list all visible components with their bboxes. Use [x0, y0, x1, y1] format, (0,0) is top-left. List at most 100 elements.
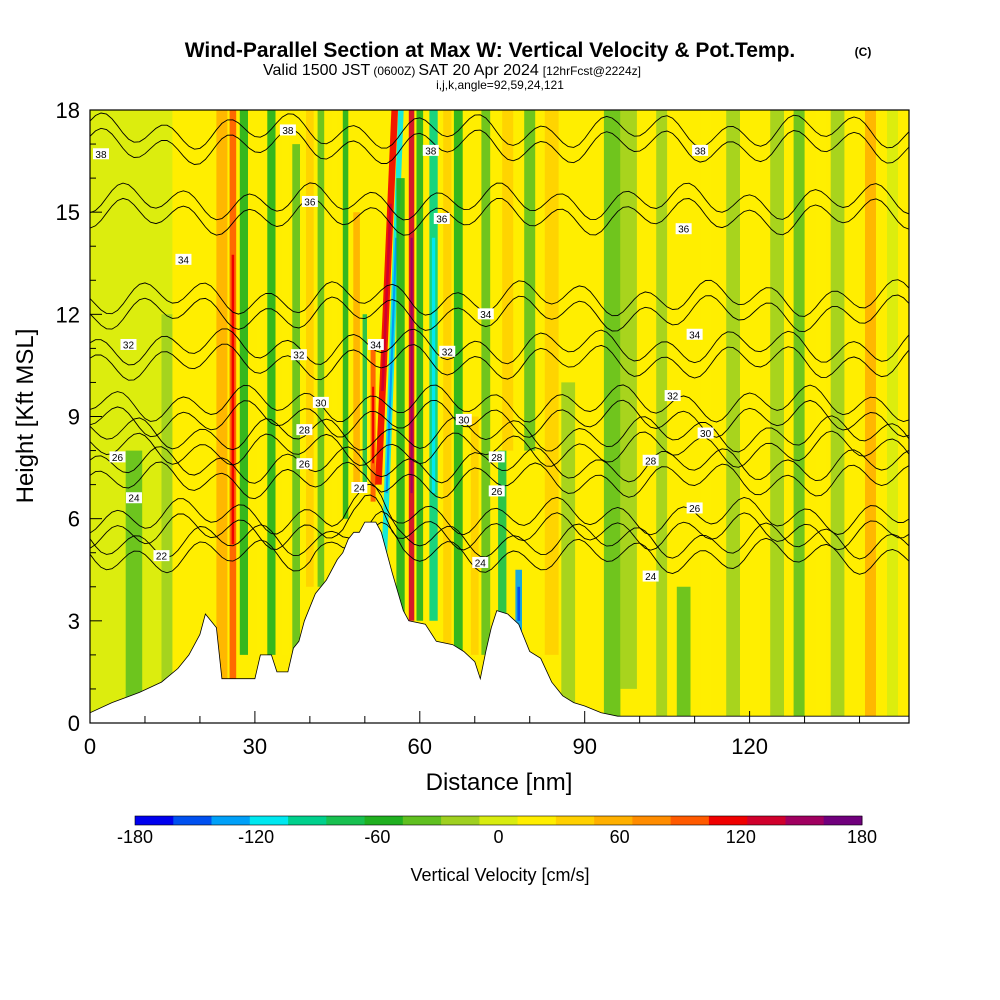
- contour-label-bg-3: [472, 556, 489, 568]
- velocity-band-23: [443, 110, 452, 655]
- velocity-band-42: [793, 110, 805, 717]
- velocity-core-16: [372, 386, 375, 464]
- theta-contour-7: [90, 415, 909, 453]
- theta-contour-15: [90, 182, 909, 221]
- colorbar-swatch-5: [326, 816, 366, 825]
- velocity-band-31: [544, 110, 559, 655]
- velocity-band-21: [416, 110, 424, 621]
- theta-contour-4: [90, 461, 909, 500]
- y-tick-label-0: 0: [68, 711, 80, 736]
- colorbar-swatch-17: [785, 816, 825, 825]
- contour-label-bg-6: [296, 458, 313, 470]
- velocity-core-22: [431, 237, 436, 494]
- colorbar-swatch-1: [173, 816, 213, 825]
- y-axis: 0 3 6 9 12 15 18: [56, 98, 102, 736]
- velocity-band-12: [331, 110, 338, 553]
- grid-indices-text: i,j,k,angle=92,59,24,121: [436, 78, 564, 92]
- contour-label-bg-27: [279, 124, 296, 136]
- velocity-band-19: [396, 178, 405, 621]
- contour-label-28: 38: [425, 146, 437, 157]
- velocity-band-29: [502, 110, 514, 451]
- contour-label-20: 34: [370, 340, 382, 351]
- y-tick-label-5: 15: [56, 200, 80, 225]
- velocity-band-5: [239, 110, 248, 655]
- contour-label-5: 26: [112, 453, 124, 464]
- velocity-band-33: [603, 110, 621, 717]
- velocity-band-24: [453, 110, 463, 655]
- contour-label-bg-13: [455, 413, 472, 425]
- velocity-band-7: [267, 110, 276, 655]
- theta-contour-1: [90, 510, 909, 560]
- colorbar-swatch-15: [708, 816, 748, 825]
- colorbar-tick-1: -120: [238, 827, 274, 847]
- colorbar-tick-6: 180: [847, 827, 877, 847]
- y-tick-label-3: 9: [68, 405, 80, 430]
- colorbar-tick-5: 120: [726, 827, 756, 847]
- contour-label-17: 32: [442, 347, 454, 358]
- theta-contour-9: [90, 384, 909, 423]
- velocity-band-9: [292, 144, 300, 655]
- contour-label-bg-11: [642, 454, 659, 466]
- contour-label-bg-19: [175, 253, 192, 265]
- contour-label-bg-2: [351, 482, 368, 494]
- colorbar: -180 -120 -60 0 60 120 180: [117, 815, 877, 847]
- contour-label-3: 24: [475, 558, 487, 569]
- colorbar-tick-4: 60: [610, 827, 630, 847]
- plot-area: 22 24 24 24 24 26 26 26 26 28 28 28 30 30 30 32 32 32 32 34…: [90, 110, 909, 723]
- contour-label-bg-26: [92, 148, 109, 160]
- contour-label-bg-4: [642, 570, 659, 582]
- velocity-band-13: [342, 110, 349, 519]
- valid-time-text: Valid 1500 JST (0600Z) SAT 20 Apr 2024 [12h…: [263, 62, 641, 79]
- contour-label-19: 34: [178, 255, 190, 266]
- theta-contours: [90, 112, 909, 575]
- x-axis-label: Distance [nm]: [426, 769, 573, 796]
- contour-label-bg-9: [296, 424, 313, 436]
- velocity-band-8: [281, 110, 289, 655]
- theta-contour-14: [90, 197, 909, 236]
- contour-label-bg-14: [697, 427, 714, 439]
- contour-label-26: 38: [95, 150, 107, 161]
- x-tick-label-1: 30: [243, 734, 267, 759]
- colorbar-tick-0: -180: [117, 827, 153, 847]
- contour-label-24: 36: [436, 214, 448, 225]
- contour-label-bg-1: [125, 492, 142, 504]
- forecast-label: [12hrFcst@2224z]: [543, 64, 641, 78]
- contour-label-10: 28: [491, 453, 503, 464]
- contour-label-6: 26: [299, 460, 311, 471]
- velocity-band-35: [639, 110, 651, 717]
- chart-title: Wind-Parallel Section at Max W: Vertical…: [185, 39, 796, 62]
- velocity-band-34: [620, 110, 637, 689]
- contour-label-bg-18: [664, 390, 681, 402]
- theta-contour-11: [90, 328, 909, 366]
- contour-label-29: 38: [695, 146, 707, 157]
- colorbar-swatch-8: [441, 816, 480, 825]
- y-tick-label-2: 6: [68, 507, 80, 532]
- colorbar-swatch-18: [823, 816, 863, 825]
- velocity-band-32: [561, 382, 576, 723]
- velocity-band-36: [656, 110, 668, 717]
- colorbar-tick-3: 0: [493, 827, 503, 847]
- contour-label-bg-12: [312, 396, 329, 408]
- terrain-mask: [90, 521, 909, 723]
- theta-contour-6: [90, 430, 909, 468]
- contour-label-bg-17: [439, 345, 456, 357]
- velocity-band-43: [815, 110, 827, 717]
- contour-label-7: 26: [491, 487, 503, 498]
- colorbar-label: Vertical Velocity [cm/s]: [410, 865, 589, 885]
- colorbar-swatch-3: [249, 816, 289, 825]
- contour-label-bg-29: [692, 144, 709, 156]
- contour-label-bg-8: [686, 502, 703, 514]
- contour-label-4: 24: [645, 572, 657, 583]
- colorbar-swatch-10: [517, 816, 557, 825]
- contour-label-2: 24: [354, 484, 366, 495]
- velocity-band-44: [830, 110, 845, 717]
- contour-label-21: 34: [480, 310, 492, 321]
- x-tick-label-3: 90: [572, 734, 596, 759]
- contour-label-23: 36: [304, 197, 316, 208]
- colorbar-swatch-11: [555, 816, 595, 825]
- contour-label-18: 32: [667, 392, 679, 403]
- contour-label-bg-20: [367, 338, 384, 350]
- contour-label-11: 28: [645, 456, 657, 467]
- velocity-core-20: [410, 237, 413, 494]
- theta-contour-10: [90, 343, 909, 381]
